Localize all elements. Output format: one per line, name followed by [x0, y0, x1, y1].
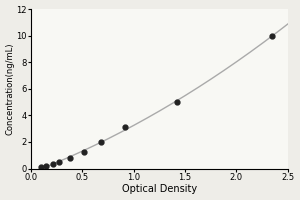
- Point: [44, 165, 48, 168]
- Point: [57, 161, 62, 164]
- Point: [174, 100, 179, 104]
- Y-axis label: Concentration(ng/mL): Concentration(ng/mL): [6, 43, 15, 135]
- Point: [82, 150, 86, 153]
- Point: [38, 166, 43, 169]
- Point: [270, 34, 275, 37]
- Point: [51, 163, 56, 166]
- X-axis label: Optical Density: Optical Density: [122, 184, 197, 194]
- Point: [98, 140, 103, 144]
- Point: [123, 125, 128, 129]
- Point: [67, 157, 72, 160]
